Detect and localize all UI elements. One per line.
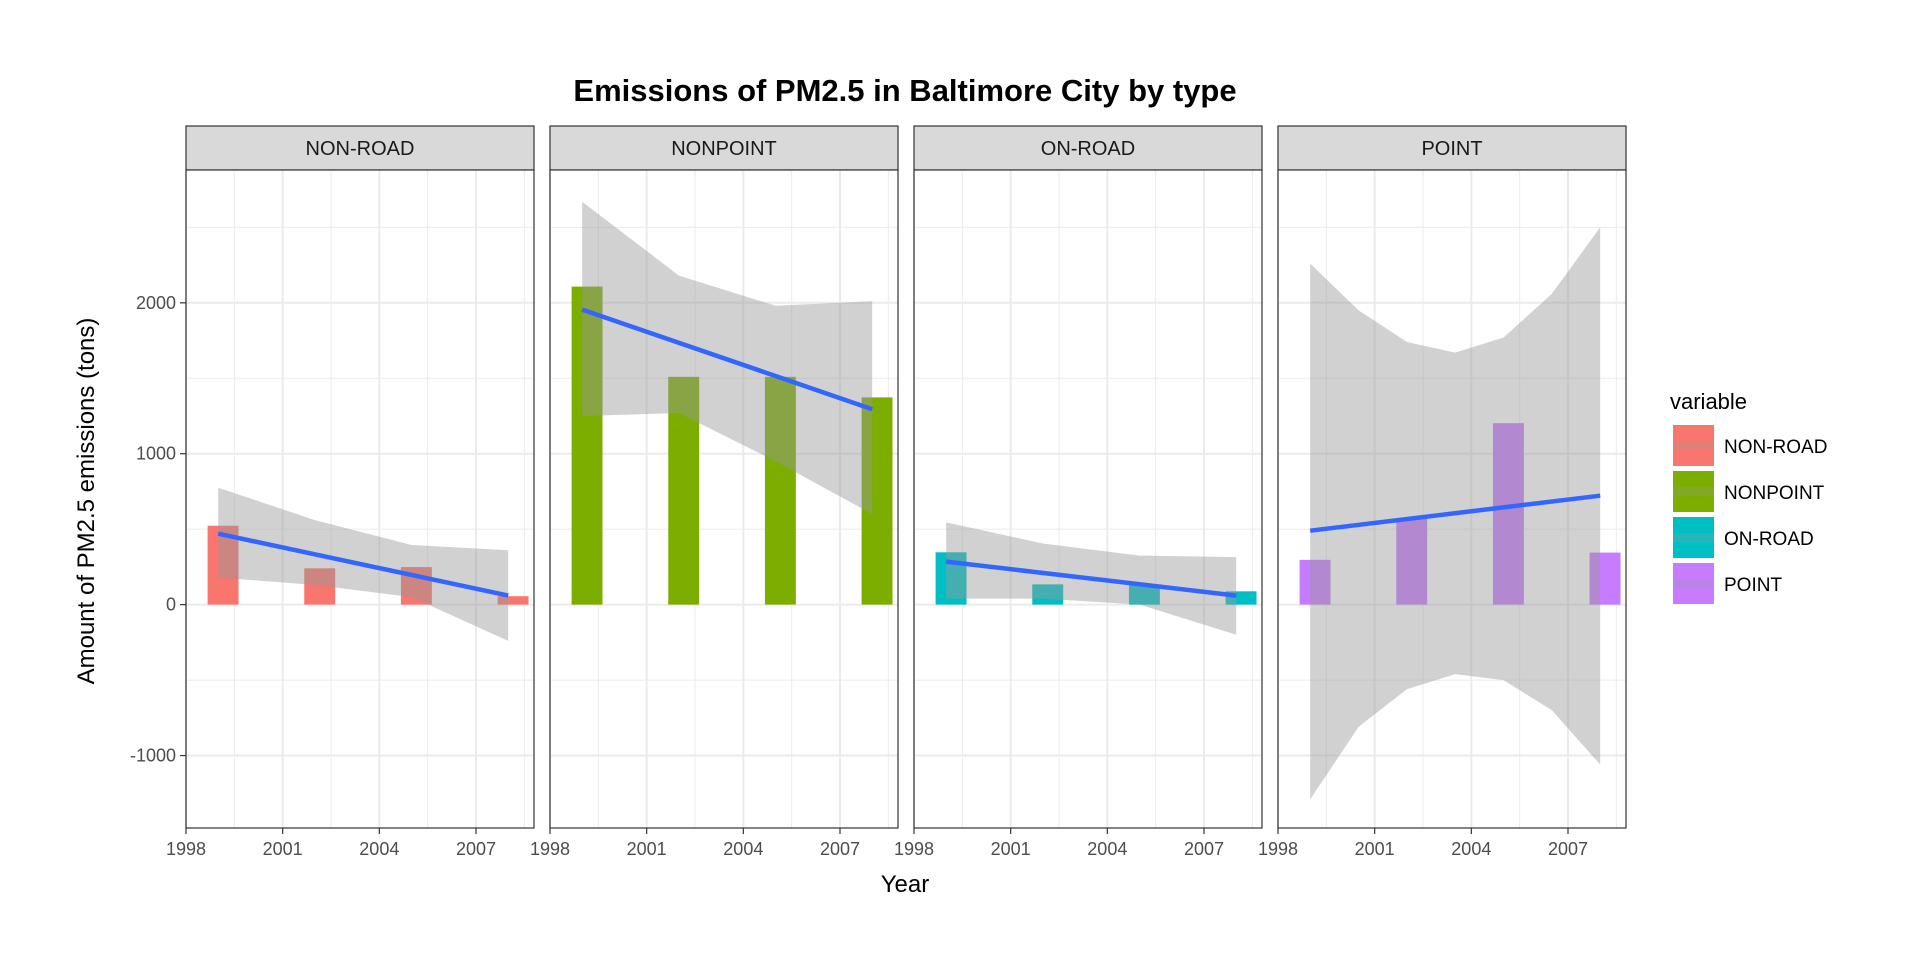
legend-label-point: POINT [1724,575,1782,596]
bar-nonpoint-2005 [764,376,796,605]
chart-title: Emissions of PM2.5 in Baltimore City by … [573,73,1236,108]
strip-non-road [185,125,535,171]
legend-swatch-nonpoint [1673,471,1714,512]
legend-item-nonpoint: NONPOINT [1673,471,1825,512]
strip-label-non-road: NON-ROAD [306,138,415,160]
trend-line-non-road [217,531,509,598]
x-tick-label: 2007 [456,839,496,859]
x-tick-label: 2007 [1548,839,1588,859]
legend-band [1673,533,1714,542]
facet-panels: NON-ROAD 1998 2001 2004 2007 NONPOINT 1998 2001… [130,125,1627,859]
x-tick-label: 2001 [627,839,667,859]
panel-border [913,169,1263,829]
bar-nonpoint-2008 [861,397,893,605]
trend-line-on-road [945,559,1237,598]
y-tick-label: 0 [166,595,176,615]
legend-title: variable [1670,389,1747,414]
panel-background [914,170,1262,828]
bar-point-2005 [1492,423,1524,605]
x-tick-label: 1998 [894,839,934,859]
x-tick-label: 2001 [263,839,303,859]
x-axis-title: Year [881,871,930,898]
legend: variable NON-ROAD NONPOINT ON-ROAD POINT [1670,389,1827,604]
y-tick-label: -1000 [130,746,176,766]
bars [571,286,893,605]
x-tick-label: 2001 [991,839,1031,859]
x-tick-label: 1998 [530,839,570,859]
panel-non-road: NON-ROAD 1998 2001 2004 2007 [166,125,535,859]
legend-band [1673,441,1714,450]
x-tick-label: 2004 [359,839,399,859]
bar-point-2002 [1396,518,1428,605]
strip-nonpoint [549,125,899,171]
bar-on-road-2005 [1128,584,1160,605]
legend-band [1673,487,1714,496]
strip-label-point: POINT [1421,138,1482,160]
x-tick-label: 2004 [723,839,763,859]
panel-nonpoint: NONPOINT 1998 2001 2004 2007 [530,125,899,859]
bars [1299,423,1621,605]
grid [185,170,534,828]
strip-on-road [913,125,1263,171]
x-tick-label: 1998 [166,839,206,859]
x-tick-label: 2004 [1451,839,1491,859]
trend-line-point [1309,493,1601,533]
legend-item-non-road: NON-ROAD [1673,425,1827,466]
bar-non-road-2002 [304,568,336,605]
y-axis-title: Amount of PM2.5 emissions (tons) [73,318,100,685]
panel-on-road: ON-ROAD 1998 2001 2004 2007 [894,125,1263,859]
strip-label-nonpoint: NONPOINT [671,138,777,160]
y-axis: -1000 0 1000 2000 [130,293,186,766]
legend-swatch-non-road [1673,425,1714,466]
strip-label-on-road: ON-ROAD [1041,138,1135,160]
legend-item-point: POINT [1673,563,1782,604]
bar-nonpoint-1999 [571,286,603,605]
x-tick-label: 2007 [1184,839,1224,859]
bar-nonpoint-2002 [668,376,700,605]
panel-border [185,169,535,829]
y-tick-label: 1000 [136,444,176,464]
x-tick-label: 2001 [1355,839,1395,859]
legend-band [1673,579,1714,588]
bar-on-road-2002 [1032,584,1064,605]
legend-swatch-on-road [1673,517,1714,558]
bar-point-2008 [1589,552,1621,605]
bar-point-1999 [1299,559,1331,605]
legend-swatch-point [1673,563,1714,604]
legend-label-non-road: NON-ROAD [1724,437,1827,458]
legend-label-nonpoint: NONPOINT [1724,483,1825,504]
x-tick-label: 1998 [1258,839,1298,859]
x-tick-label: 2004 [1087,839,1127,859]
panel-border [1277,169,1627,829]
legend-item-on-road: ON-ROAD [1673,517,1814,558]
y-tick-label: 2000 [136,293,176,313]
bar-non-road-2008 [497,596,529,605]
x-tick-label: 2007 [820,839,860,859]
trend-line-nonpoint [581,307,873,412]
panel-border [549,169,899,829]
legend-label-on-road: ON-ROAD [1724,529,1814,550]
panel-point: POINT 1998 2001 2004 2007 [1258,125,1627,859]
